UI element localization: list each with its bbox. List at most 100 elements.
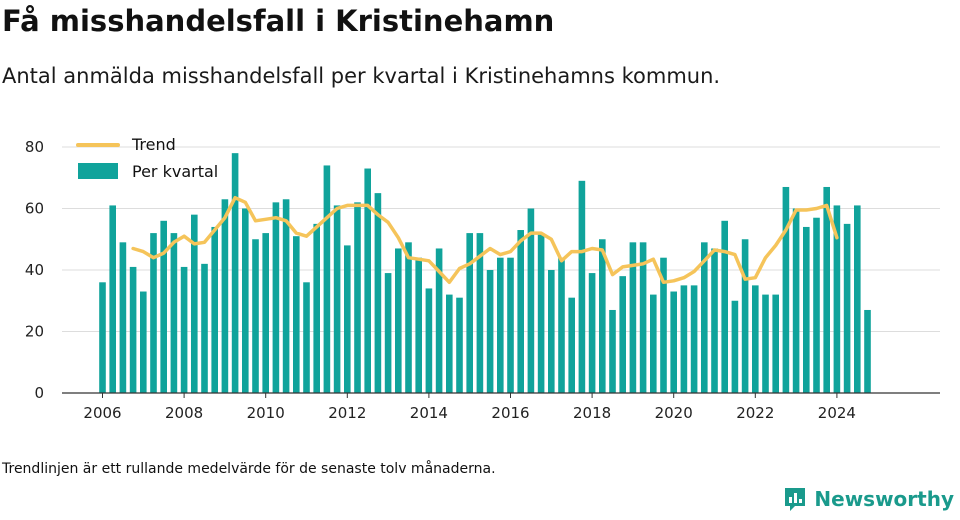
bar: [609, 309, 616, 393]
bar: [486, 270, 494, 393]
y-tick-label: 60: [25, 200, 44, 218]
x-tick-label: 2014: [410, 404, 448, 422]
brand-name: Newsworthy: [814, 487, 954, 511]
bar: [741, 239, 749, 393]
bar: [588, 273, 596, 393]
bar: [578, 180, 586, 393]
bar: [272, 202, 280, 393]
bar: [639, 242, 647, 393]
bar: [466, 233, 473, 393]
bar: [507, 257, 514, 393]
bar: [282, 199, 290, 393]
bar: [701, 242, 708, 393]
bar: [231, 153, 239, 393]
bar: [221, 199, 229, 393]
bar: [456, 297, 463, 393]
bar: [558, 257, 565, 393]
bar: [344, 245, 351, 393]
x-tick-label: 2012: [328, 404, 366, 422]
bar: [721, 220, 728, 393]
bar: [629, 242, 637, 393]
legend-trend-label: Trend: [131, 135, 176, 154]
x-tick-label: 2018: [573, 404, 611, 422]
bar: [690, 285, 698, 393]
bar: [425, 288, 433, 393]
bar: [792, 208, 800, 393]
bar: [752, 285, 759, 393]
bar: [762, 294, 769, 393]
bar: [262, 233, 269, 393]
bar: [313, 223, 320, 393]
newsworthy-logo-icon: [785, 488, 806, 511]
footnote: Trendlinjen är ett rullande medelvärde f…: [2, 461, 496, 477]
bar: [180, 266, 188, 393]
bar: [517, 230, 524, 393]
bar: [364, 168, 371, 393]
bar: [843, 223, 851, 393]
bar: [160, 220, 167, 393]
bar: [374, 193, 382, 393]
bar: [680, 285, 688, 393]
chart-subtitle: Antal anmälda misshandelsfall per kvarta…: [2, 64, 721, 88]
y-axis-ticks: 0 20 40 60 80: [25, 138, 44, 402]
bar: [864, 309, 871, 393]
trend-line: [131, 195, 839, 285]
bar: [242, 208, 249, 393]
bar: [813, 217, 820, 393]
x-tick-label: 2006: [83, 404, 121, 422]
bar: [323, 165, 331, 393]
bars: [99, 153, 871, 393]
legend-bar-label: Per kvartal: [132, 162, 218, 181]
bar: [303, 282, 310, 393]
bar: [201, 263, 208, 393]
bar: [823, 186, 830, 393]
bar: [293, 236, 300, 393]
bar: [384, 273, 392, 393]
bar: [354, 202, 361, 393]
x-tick-label: 2024: [818, 404, 856, 422]
y-tick-label: 40: [25, 261, 44, 279]
bar: [333, 205, 341, 393]
bar: [435, 248, 443, 393]
legend-bar-swatch: [78, 163, 118, 179]
bar: [150, 233, 157, 393]
x-tick-label: 2008: [165, 404, 203, 422]
y-tick-label: 20: [25, 323, 44, 341]
bar: [497, 257, 504, 393]
legend: Trend Per kvartal: [76, 135, 218, 181]
bar: [109, 205, 116, 393]
bar: [833, 205, 841, 393]
bar: [476, 233, 484, 393]
bar: [599, 239, 606, 393]
y-tick-label: 0: [34, 384, 44, 402]
x-tick-label: 2022: [736, 404, 774, 422]
bar: [670, 291, 677, 393]
bar: [119, 242, 127, 393]
bar: [772, 294, 779, 393]
bar: [191, 214, 198, 393]
bar: [537, 233, 545, 393]
bar: [660, 257, 667, 393]
bar: [252, 239, 259, 393]
x-tick-label: 2020: [655, 404, 693, 422]
bar: [568, 297, 575, 393]
bar: [650, 294, 657, 393]
bar: [446, 294, 453, 393]
bar: [803, 226, 810, 393]
bar: [415, 257, 422, 393]
bar: [527, 208, 535, 393]
bar: [731, 300, 739, 393]
y-tick-label: 80: [25, 138, 44, 156]
bar: [395, 248, 402, 393]
trend-line-group: [131, 195, 839, 285]
brand[interactable]: Newsworthy: [782, 486, 954, 512]
bar: [619, 276, 626, 393]
bar: [140, 291, 147, 393]
bar: [405, 242, 412, 393]
bar: [129, 266, 137, 393]
bar: [711, 248, 718, 393]
bar: [170, 233, 178, 393]
bar: [548, 270, 555, 393]
x-tick-label: 2010: [247, 404, 285, 422]
